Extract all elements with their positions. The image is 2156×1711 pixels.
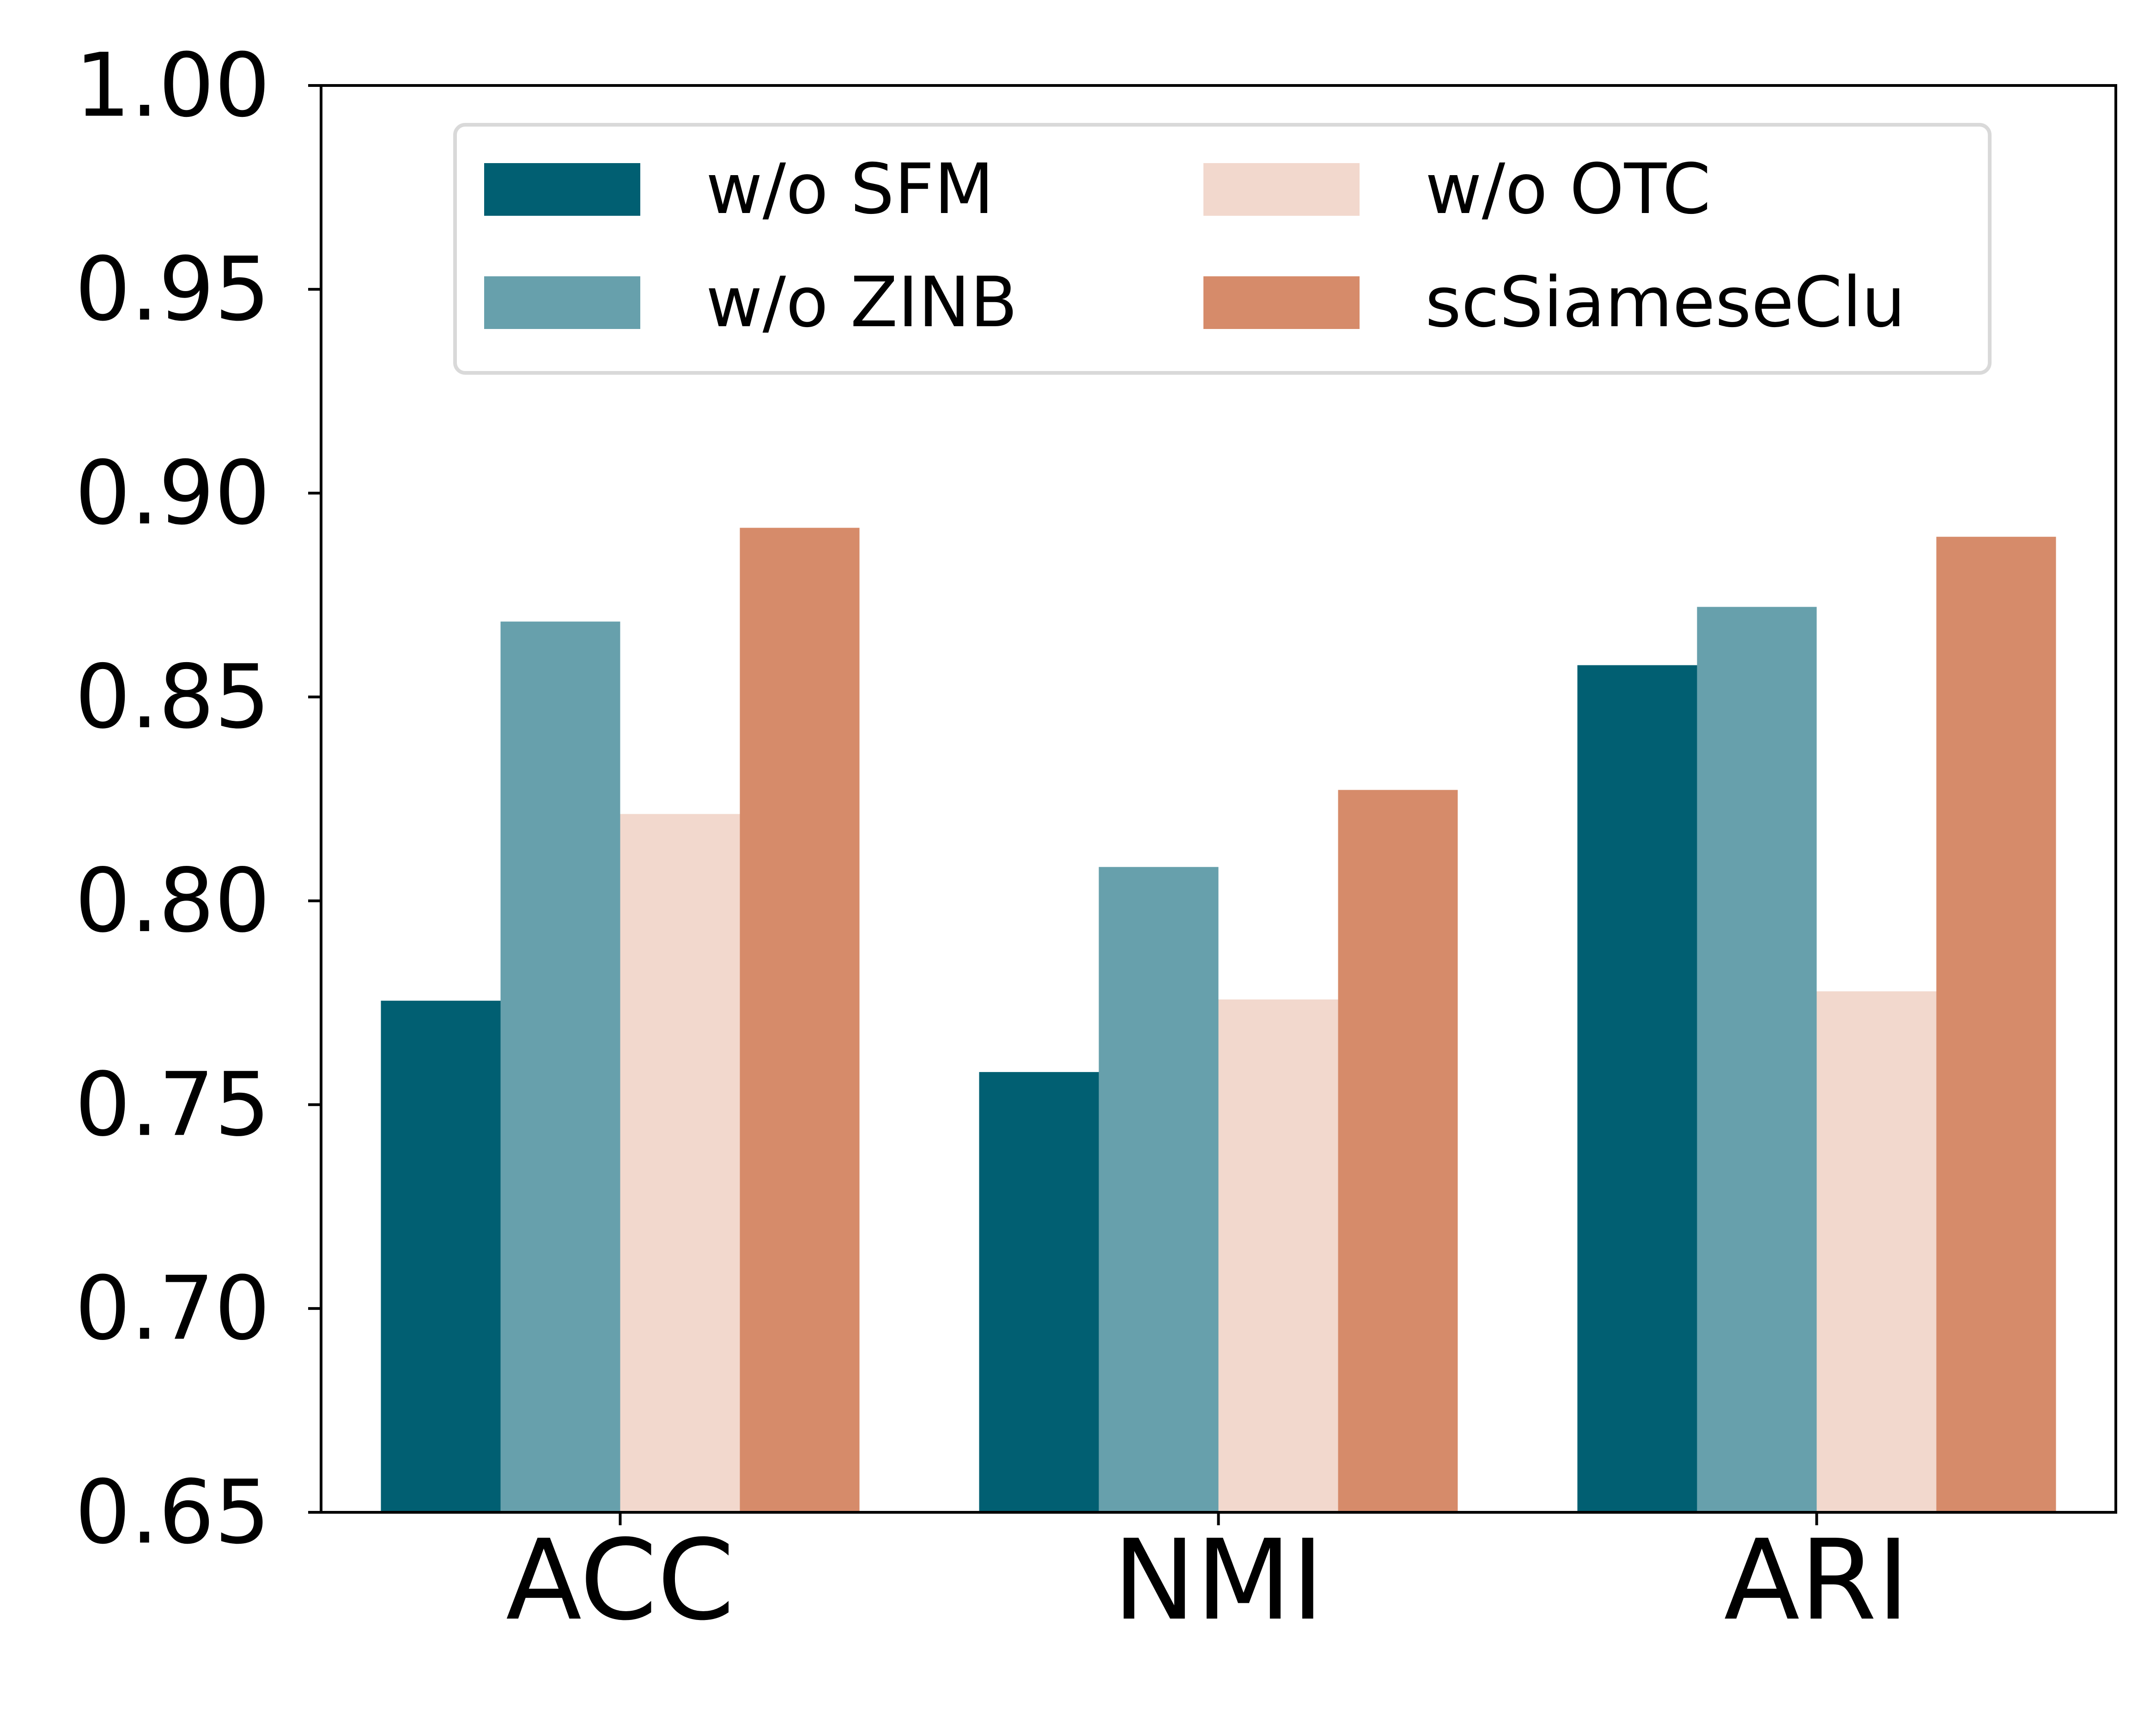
legend-label-1: w/o ZINB [706, 262, 1018, 343]
y-tick-label: 0.95 [75, 238, 270, 341]
bar-ari-1 [1697, 607, 1817, 1512]
bar-acc-3 [740, 528, 860, 1512]
x-tick-label: NMI [1113, 1516, 1324, 1645]
bar-ari-2 [1816, 991, 1937, 1512]
bar-nmi-1 [1099, 867, 1219, 1512]
y-tick-label: 0.75 [75, 1053, 270, 1156]
bar-nmi-2 [1218, 999, 1338, 1512]
y-tick-label: 0.70 [75, 1257, 270, 1359]
legend-label-2: w/o OTC [1425, 149, 1711, 230]
legend-label-3: scSiameseClu [1425, 262, 1906, 343]
y-tick-label: 0.85 [75, 646, 270, 748]
plot-frame [320, 84, 2117, 1514]
y-tick-label: 0.65 [75, 1461, 270, 1564]
legend-swatch-2 [1203, 163, 1360, 216]
x-tick-label: ARI [1724, 1516, 1910, 1645]
x-tick-label: ACC [506, 1516, 735, 1645]
x-axis: ACC NMI ARI [506, 1512, 1909, 1645]
legend-box [453, 123, 1992, 375]
bar-ari-0 [1577, 665, 1697, 1512]
bar-acc-1 [500, 621, 620, 1512]
bar-ari-3 [1936, 536, 2056, 1512]
legend-swatch-1 [484, 276, 640, 329]
legend-swatch-0 [484, 163, 640, 216]
bars-group [381, 528, 2056, 1512]
y-tick-label: 1.00 [75, 35, 270, 137]
y-axis: 0.65 0.70 0.75 0.80 0.85 0.90 0.95 1.00 [75, 35, 321, 1564]
bar-acc-0 [381, 1000, 501, 1512]
bar-nmi-3 [1338, 790, 1458, 1512]
bar-acc-2 [620, 814, 740, 1512]
legend-label-0: w/o SFM [706, 149, 994, 230]
bar-nmi-0 [979, 1072, 1099, 1512]
legend: w/o SFM w/o ZINB w/o OTC scSiameseClu [453, 123, 1992, 375]
y-tick-label: 0.80 [75, 850, 270, 952]
legend-swatch-3 [1203, 276, 1360, 329]
y-tick-label: 0.90 [75, 442, 270, 544]
